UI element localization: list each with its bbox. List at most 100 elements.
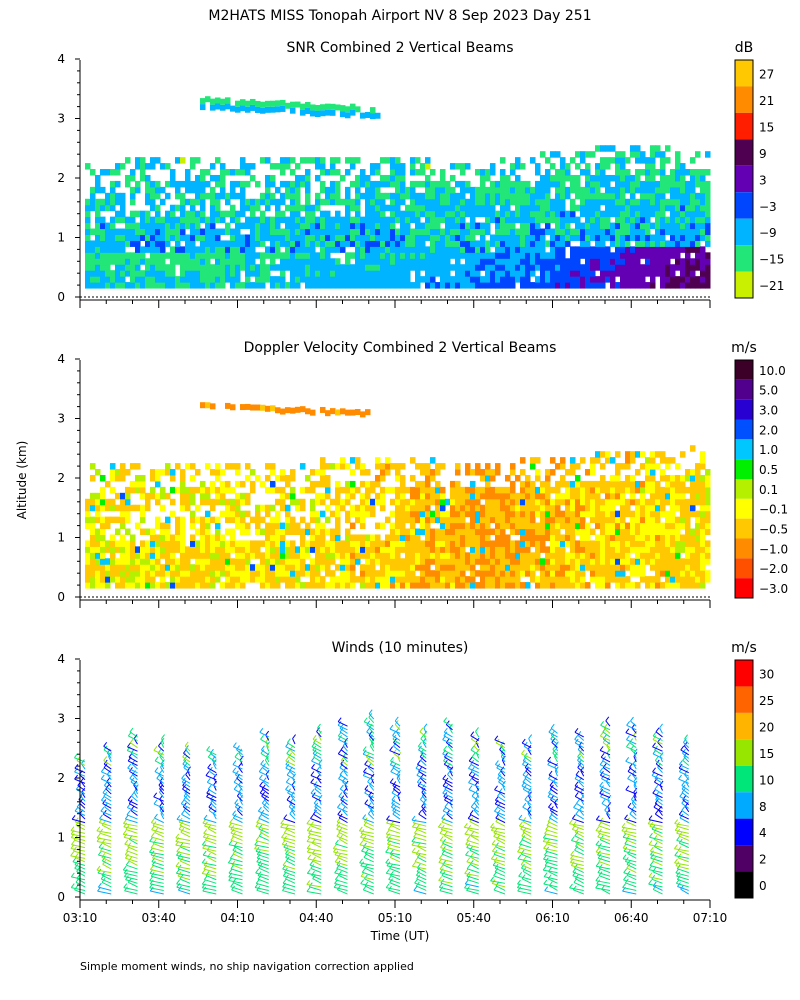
snr-cell bbox=[685, 246, 691, 253]
doppler-cell bbox=[570, 576, 576, 583]
snr-cell bbox=[250, 228, 256, 236]
snr-cell bbox=[475, 240, 481, 247]
doppler-cell bbox=[495, 546, 501, 553]
snr-cell bbox=[410, 204, 416, 212]
doppler-cell bbox=[155, 498, 161, 506]
snr-cell bbox=[150, 222, 156, 230]
doppler-cell bbox=[540, 480, 546, 488]
wind-barb bbox=[103, 745, 112, 752]
doppler-cell bbox=[290, 528, 296, 536]
doppler-cell bbox=[230, 564, 236, 571]
doppler-cell bbox=[330, 540, 336, 547]
snr-cell bbox=[310, 228, 316, 236]
snr-cell bbox=[485, 216, 491, 224]
snr-cell bbox=[535, 169, 541, 176]
snr-cell bbox=[210, 234, 216, 241]
snr-cell bbox=[470, 210, 476, 218]
snr-cell bbox=[620, 258, 626, 265]
snr-cell bbox=[420, 252, 426, 259]
wind-barb-flag bbox=[128, 856, 133, 862]
doppler-cell bbox=[125, 498, 131, 506]
snr-cell bbox=[645, 246, 651, 253]
snr-cell bbox=[280, 240, 286, 247]
doppler-cell bbox=[285, 522, 291, 530]
snr-cell bbox=[600, 246, 606, 253]
doppler-cell bbox=[690, 504, 696, 512]
snr-cell bbox=[455, 240, 461, 247]
snr-cell bbox=[400, 276, 406, 283]
snr-cell bbox=[590, 222, 596, 230]
wind-barb bbox=[102, 792, 112, 799]
doppler-cell bbox=[95, 540, 101, 547]
snr-cell bbox=[500, 192, 506, 200]
doppler-cell bbox=[345, 540, 351, 547]
snr-cell bbox=[580, 234, 586, 241]
snr-cell bbox=[380, 198, 386, 206]
doppler-cell bbox=[685, 534, 691, 541]
snr-cell bbox=[630, 234, 636, 241]
doppler-cell bbox=[90, 552, 96, 559]
doppler-cell bbox=[255, 576, 261, 583]
snr-cell bbox=[305, 240, 311, 247]
doppler-cell bbox=[635, 570, 641, 577]
doppler-cell bbox=[665, 528, 671, 536]
doppler-cell bbox=[640, 516, 646, 524]
doppler-cell bbox=[290, 582, 296, 589]
doppler-cell bbox=[400, 516, 406, 524]
snr-cell bbox=[610, 252, 616, 259]
doppler-cell bbox=[260, 582, 266, 589]
snr-cell bbox=[510, 228, 516, 236]
doppler-cell bbox=[345, 534, 351, 541]
snr-cell bbox=[300, 264, 306, 271]
snr-cell bbox=[285, 282, 291, 289]
snr-cell bbox=[535, 282, 541, 289]
doppler-cell bbox=[625, 504, 631, 512]
snr-cell bbox=[265, 246, 271, 253]
doppler-cell bbox=[460, 564, 466, 571]
snr-cell bbox=[140, 174, 146, 182]
doppler-cell bbox=[500, 540, 506, 547]
doppler-cell bbox=[705, 516, 711, 524]
snr-cell bbox=[295, 282, 301, 289]
doppler-cell bbox=[180, 492, 186, 500]
snr-cell bbox=[570, 234, 576, 241]
doppler-cell bbox=[195, 576, 201, 583]
snr-cell bbox=[240, 210, 246, 218]
doppler-cell bbox=[300, 486, 306, 494]
snr-cell bbox=[570, 186, 576, 194]
wind-barb-flag bbox=[123, 822, 128, 828]
doppler-cell bbox=[320, 474, 326, 482]
doppler-cell bbox=[665, 522, 671, 530]
doppler-cell bbox=[95, 492, 101, 500]
doppler-cell bbox=[540, 558, 546, 565]
snr-cell bbox=[530, 264, 536, 271]
snr-cell bbox=[370, 240, 376, 247]
doppler-cell bbox=[435, 469, 441, 476]
doppler-cell bbox=[285, 407, 291, 414]
doppler-cell bbox=[455, 480, 461, 488]
snr-cell bbox=[675, 234, 681, 241]
colorbar-label: −15 bbox=[759, 253, 784, 267]
snr-cell bbox=[195, 216, 201, 224]
snr-cell bbox=[530, 258, 536, 265]
snr-cell bbox=[130, 198, 136, 206]
doppler-cell bbox=[290, 486, 296, 494]
snr-cell bbox=[525, 276, 531, 283]
wind-barb-flag bbox=[96, 826, 101, 832]
snr-cell bbox=[435, 222, 441, 230]
doppler-cell bbox=[460, 552, 466, 559]
doppler-cell bbox=[350, 457, 356, 464]
snr-cell bbox=[665, 270, 671, 277]
snr-cell bbox=[555, 186, 561, 194]
doppler-cell bbox=[180, 546, 186, 553]
wind-barb bbox=[124, 836, 138, 841]
doppler-cell bbox=[90, 564, 96, 571]
doppler-cell bbox=[110, 516, 116, 524]
snr-cell bbox=[295, 198, 301, 206]
doppler-cell bbox=[150, 492, 156, 500]
doppler-cell bbox=[580, 492, 586, 500]
snr-cell bbox=[605, 276, 611, 283]
doppler-cell bbox=[585, 528, 591, 536]
doppler-cell bbox=[305, 552, 311, 559]
snr-cell bbox=[125, 157, 131, 164]
